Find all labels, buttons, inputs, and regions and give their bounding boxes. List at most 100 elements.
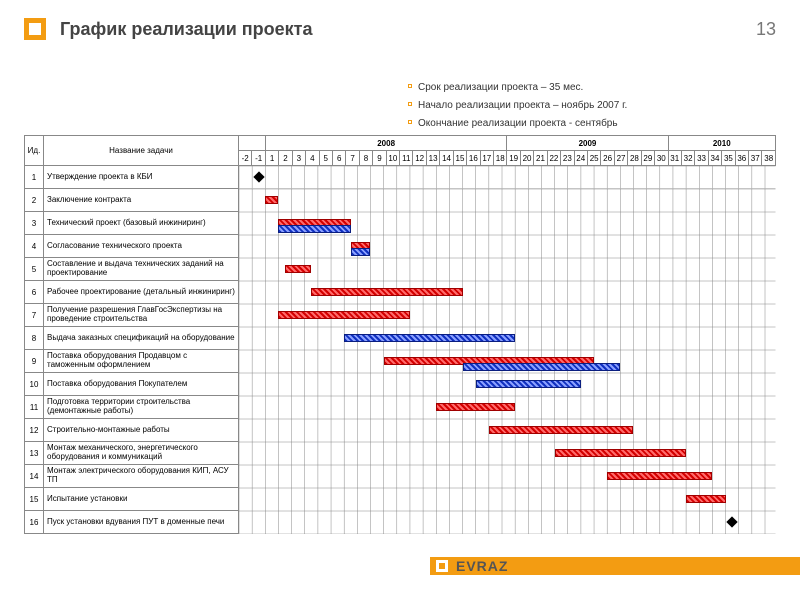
task-id: 1 xyxy=(25,166,44,189)
task-row: 8Выдача заказных спецификаций на оборудо… xyxy=(25,327,776,350)
task-id: 4 xyxy=(25,235,44,258)
task-timeline xyxy=(239,258,776,281)
milestone-icon xyxy=(726,516,737,527)
milestone-icon xyxy=(253,171,264,182)
task-name: Пуск установки вдувания ПУТ в доменные п… xyxy=(44,511,239,534)
month-header: 35 xyxy=(722,151,735,166)
task-name: Технический проект (базовый инжиниринг) xyxy=(44,212,239,235)
month-header: 37 xyxy=(749,151,762,166)
gantt-bar xyxy=(436,403,515,411)
gantt-bar xyxy=(555,449,687,457)
page-title: График реализации проекта xyxy=(60,19,756,40)
month-header: 33 xyxy=(695,151,708,166)
task-row: 4Согласование технического проекта xyxy=(25,235,776,258)
month-header: 11 xyxy=(400,151,413,166)
task-id: 9 xyxy=(25,350,44,373)
gantt-chart: Ид.Название задачи200820092010-2-1123456… xyxy=(24,135,776,534)
gantt-bar xyxy=(607,472,712,480)
task-row: 1Утверждение проекта в КБИ xyxy=(25,166,776,189)
gantt-bar xyxy=(278,311,410,319)
gantt-bar xyxy=(489,426,634,434)
gantt-bar xyxy=(344,334,515,342)
task-row: 11Подготовка территории строительства (д… xyxy=(25,396,776,419)
month-header: 12 xyxy=(413,151,426,166)
month-header: 9 xyxy=(373,151,386,166)
task-timeline xyxy=(239,442,776,465)
gantt-bar xyxy=(311,288,462,296)
task-id: 13 xyxy=(25,442,44,465)
task-name: Получение разрешения ГлавГосЭкспертизы н… xyxy=(44,304,239,327)
gantt-bar xyxy=(686,495,725,503)
task-row: 16Пуск установки вдувания ПУТ в доменные… xyxy=(25,511,776,534)
month-header: 6 xyxy=(332,151,345,166)
footer-logo-icon xyxy=(436,560,448,572)
task-id: 11 xyxy=(25,396,44,419)
task-name: Выдача заказных спецификаций на оборудов… xyxy=(44,327,239,350)
task-timeline xyxy=(239,189,776,212)
task-name: Поставка оборудования Покупателем xyxy=(44,373,239,396)
month-header: 8 xyxy=(359,151,372,166)
gantt-bar xyxy=(285,265,311,273)
task-timeline xyxy=(239,166,776,189)
month-header: 10 xyxy=(386,151,399,166)
task-row: 2Заключение контракта xyxy=(25,189,776,212)
task-id: 7 xyxy=(25,304,44,327)
header-accent-square xyxy=(24,18,46,40)
task-timeline xyxy=(239,511,776,534)
task-timeline xyxy=(239,235,776,258)
month-header: 24 xyxy=(574,151,587,166)
year-header: 2008 xyxy=(265,136,507,151)
month-header: 15 xyxy=(453,151,466,166)
month-header: 28 xyxy=(628,151,641,166)
task-timeline xyxy=(239,419,776,442)
task-id: 8 xyxy=(25,327,44,350)
task-id: 10 xyxy=(25,373,44,396)
slide: График реализации проекта 13 Срок реализ… xyxy=(0,0,800,600)
task-row: 6Рабочее проектирование (детальный инжин… xyxy=(25,281,776,304)
month-header: 1 xyxy=(265,151,278,166)
task-id: 2 xyxy=(25,189,44,212)
task-id: 5 xyxy=(25,258,44,281)
bullet-item: Окончание реализации проекта - сентябрь xyxy=(408,116,780,131)
month-header: 32 xyxy=(681,151,694,166)
gantt-table: Ид.Название задачи200820092010-2-1123456… xyxy=(24,135,776,534)
task-id: 16 xyxy=(25,511,44,534)
bullet-item: Начало реализации проекта – ноябрь 2007 … xyxy=(408,98,780,113)
task-timeline xyxy=(239,396,776,419)
task-timeline xyxy=(239,327,776,350)
month-header: 13 xyxy=(426,151,439,166)
month-header: -2 xyxy=(239,151,252,166)
task-timeline xyxy=(239,281,776,304)
month-header: 5 xyxy=(319,151,332,166)
task-timeline xyxy=(239,373,776,396)
month-header: 22 xyxy=(547,151,560,166)
month-header: 38 xyxy=(762,151,776,166)
task-timeline xyxy=(239,465,776,488)
task-row: 10Поставка оборудования Покупателем xyxy=(25,373,776,396)
month-header: -1 xyxy=(252,151,265,166)
task-row: 15Испытание установки xyxy=(25,488,776,511)
task-name: Испытание установки xyxy=(44,488,239,511)
month-header: 7 xyxy=(346,151,359,166)
task-name: Монтаж механического, энергетического об… xyxy=(44,442,239,465)
task-id: 3 xyxy=(25,212,44,235)
col-id: Ид. xyxy=(25,136,44,166)
task-name: Согласование технического проекта xyxy=(44,235,239,258)
task-row: 9Поставка оборудования Продавцом с тамож… xyxy=(25,350,776,373)
month-header: 23 xyxy=(561,151,574,166)
task-name: Поставка оборудования Продавцом с таможе… xyxy=(44,350,239,373)
gantt-bar xyxy=(278,225,350,233)
task-timeline xyxy=(239,488,776,511)
task-id: 6 xyxy=(25,281,44,304)
gantt-bar xyxy=(265,196,278,204)
month-header: 18 xyxy=(494,151,507,166)
month-header: 20 xyxy=(520,151,533,166)
task-row: 7Получение разрешения ГлавГосЭкспертизы … xyxy=(25,304,776,327)
month-header: 16 xyxy=(467,151,480,166)
task-row: 14Монтаж электрического оборудования КИП… xyxy=(25,465,776,488)
month-header: 25 xyxy=(587,151,600,166)
task-row: 13Монтаж механического, энергетического … xyxy=(25,442,776,465)
summary-bullets: Срок реализации проекта – 35 мес.Начало … xyxy=(408,80,780,134)
task-row: 3Технический проект (базовый инжиниринг) xyxy=(25,212,776,235)
month-header: 4 xyxy=(306,151,319,166)
